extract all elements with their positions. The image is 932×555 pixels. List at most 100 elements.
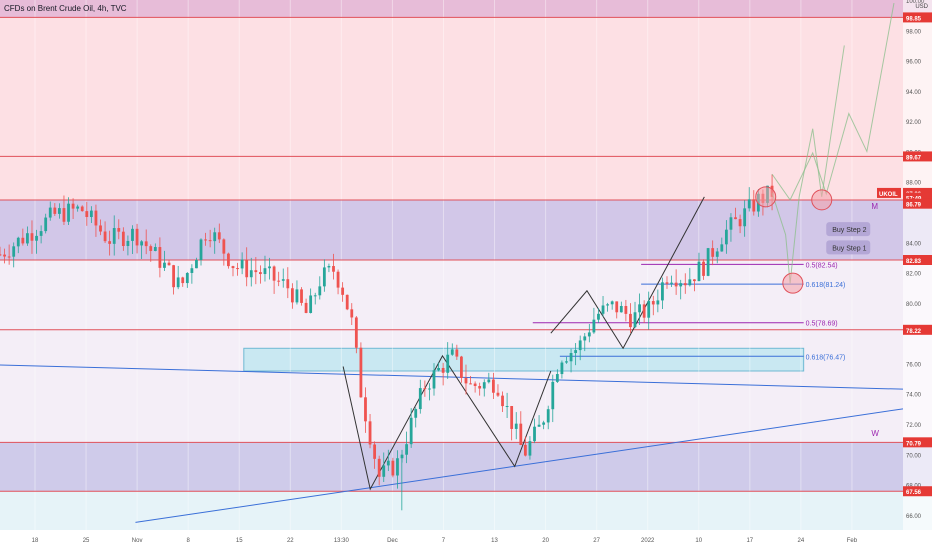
candle-body — [121, 231, 125, 246]
zone-top — [0, 0, 932, 18]
candle-body — [747, 199, 751, 209]
chart-title: CFDs on Brent Crude Oil, 4h, TVC — [4, 4, 127, 13]
candle-body — [112, 228, 116, 244]
candle-body — [359, 347, 363, 398]
candle-body — [295, 289, 299, 303]
candle-body — [665, 282, 669, 284]
candle-body — [505, 406, 509, 408]
candle-body — [587, 332, 591, 337]
candle-body — [473, 383, 477, 387]
candle-body — [606, 304, 610, 306]
time-tick: Nov — [132, 538, 143, 544]
candle-body — [76, 206, 80, 209]
candle-body — [318, 286, 322, 296]
price-badge — [903, 437, 932, 448]
candle-body — [743, 208, 747, 227]
candle-body — [135, 228, 139, 246]
candle-body — [217, 232, 221, 240]
candle-body — [679, 283, 683, 287]
candle-body — [190, 268, 194, 273]
candle-body — [528, 441, 532, 456]
candle-body — [304, 302, 308, 313]
price-badge-label: 98.85 — [906, 16, 922, 22]
candle-body — [523, 444, 527, 456]
candle-body — [272, 266, 276, 281]
candle-body — [227, 253, 230, 267]
candle-body — [332, 266, 335, 272]
candle-body — [642, 304, 646, 318]
candle-body — [236, 268, 239, 270]
buy-step-badge — [826, 222, 871, 237]
candle-body — [738, 219, 742, 227]
candle-body — [368, 421, 372, 445]
price-badge-label: 67.56 — [906, 490, 922, 496]
price-tick: 88.00 — [906, 181, 922, 187]
price-tick: 66.00 — [906, 514, 922, 520]
price-badge — [903, 192, 932, 203]
price-tick: 74.00 — [906, 393, 922, 399]
time-tick: Dec — [387, 538, 398, 544]
candle-body — [94, 210, 98, 226]
time-tick: 7 — [442, 538, 446, 544]
candle-body — [601, 305, 605, 314]
candle-body — [131, 228, 134, 241]
demand-box — [243, 347, 805, 372]
candle-body — [80, 206, 84, 212]
price-badge — [903, 198, 932, 209]
candle-body — [176, 277, 180, 288]
candle-body — [373, 444, 377, 459]
candle-body — [386, 460, 390, 466]
time-tick: Feb — [847, 538, 858, 544]
candle-body — [423, 388, 427, 390]
candle-body — [537, 424, 541, 427]
candle-body — [382, 465, 386, 477]
time-tick: 13 — [491, 538, 498, 544]
candle-body — [245, 259, 249, 278]
candle-body — [428, 388, 431, 390]
candle-body — [583, 336, 587, 341]
time-tick: 22 — [287, 538, 294, 544]
candle-body — [610, 301, 614, 305]
candle-body — [99, 225, 102, 232]
candle-body — [482, 382, 486, 389]
candle-body — [57, 208, 61, 214]
candle-body — [163, 262, 166, 268]
candle-body — [752, 199, 756, 212]
candle-body — [519, 423, 523, 445]
price-badge — [903, 12, 932, 23]
candle-body — [432, 370, 436, 389]
candle-body — [574, 350, 578, 354]
price-tick: 84.00 — [906, 241, 922, 247]
candle-body — [240, 259, 244, 269]
candle-body — [208, 240, 212, 242]
candle-body — [345, 294, 349, 310]
candle-body — [377, 458, 381, 477]
time-tick: 8 — [187, 538, 191, 544]
candle-body — [313, 295, 317, 297]
time-axis-bg — [0, 530, 932, 550]
candle-body — [85, 211, 89, 218]
candle-body — [12, 246, 16, 257]
candle-body — [446, 354, 450, 373]
candle-body — [231, 266, 235, 269]
time-tick: 10 — [695, 538, 702, 544]
candle-body — [674, 282, 678, 287]
trendline-lower — [135, 408, 904, 523]
candle-body — [478, 386, 482, 389]
candle-body — [533, 426, 536, 442]
m-pattern — [550, 196, 705, 350]
zone-range-upper — [0, 200, 932, 261]
price-tick: 72.00 — [906, 423, 922, 429]
candle-body — [117, 228, 121, 232]
candle-body — [327, 266, 331, 268]
price-badge-label: 70.79 — [906, 441, 922, 447]
candle-body — [565, 361, 568, 363]
candle-body — [702, 261, 705, 276]
candle-body — [7, 256, 11, 258]
candle-body — [711, 248, 715, 257]
candle-body — [3, 254, 6, 257]
price-tick: 70.00 — [906, 453, 922, 459]
w-label: W — [871, 429, 879, 438]
